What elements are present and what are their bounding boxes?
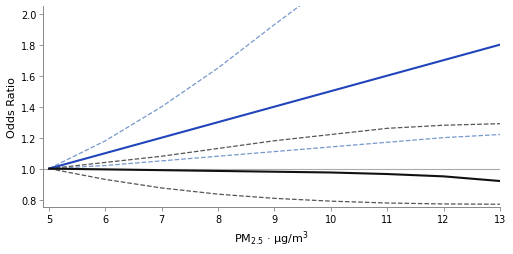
X-axis label: PM$_{2.5}$ · μg/m$^{3}$: PM$_{2.5}$ · μg/m$^{3}$ [234,229,309,247]
Y-axis label: Odds Ratio: Odds Ratio [7,77,17,137]
